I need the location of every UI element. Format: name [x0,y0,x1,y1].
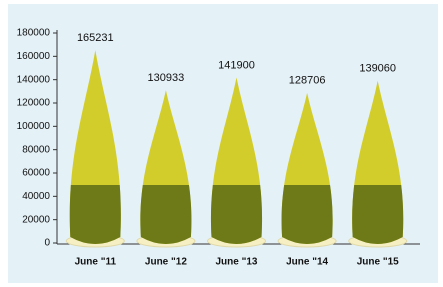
y-tick-label: 80000 [22,144,50,155]
value-label: 139060 [359,63,396,75]
chart: 0 20000 40000 60000 80000 100000 120000 140000 1… [0,0,443,287]
y-tick-label: 160000 [17,51,51,62]
x-tick-label: June "13 [216,257,258,268]
y-tick-label: 120000 [17,98,51,109]
x-tick-label: June "14 [286,257,328,268]
y-tick-label: 100000 [17,121,51,132]
y-tick-label: 140000 [17,74,51,85]
value-label: 128706 [289,75,326,87]
y-tick-label: 20000 [22,214,50,225]
y-tick-label: 60000 [22,168,50,179]
y-tick-label: 0 [44,238,50,249]
y-tick-label: 40000 [22,191,50,202]
x-tick-label: June "12 [145,257,187,268]
x-tick-label: June "11 [75,257,117,268]
value-label: 141900 [218,59,255,71]
y-tick-label: 180000 [17,28,51,39]
x-tick-label: June "15 [357,257,399,268]
value-label: 165231 [77,32,114,44]
value-label: 130933 [148,72,185,84]
